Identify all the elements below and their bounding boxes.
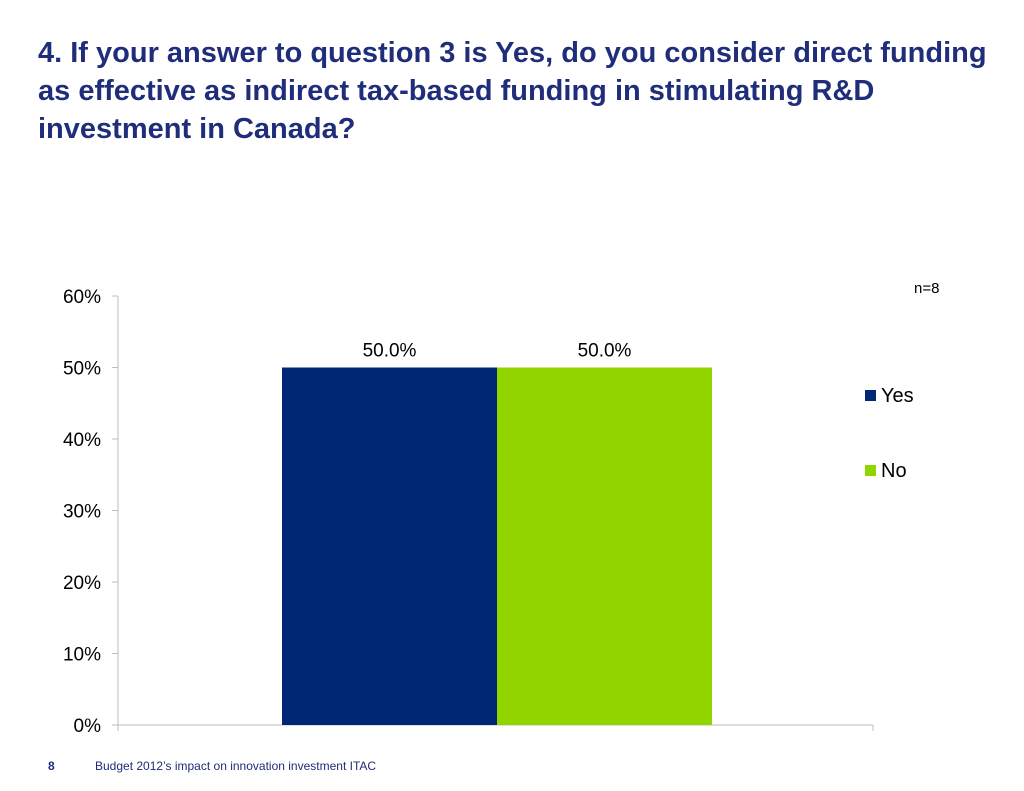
y-tick-label: 30% [63, 502, 101, 523]
sample-size-note: n=8 [914, 280, 940, 297]
legend-swatch-yes [865, 390, 876, 401]
data-label-no: 50.0% [578, 341, 632, 362]
y-tick-label: 40% [63, 430, 101, 451]
y-tick-label: 20% [63, 573, 101, 594]
y-tick-label: 10% [63, 645, 101, 666]
bar-yes [282, 367, 497, 725]
y-tick-label: 60% [63, 287, 101, 308]
page-number: 8 [48, 759, 55, 773]
data-label-yes: 50.0% [363, 341, 417, 362]
bar-no [497, 367, 712, 725]
legend-swatch-no [865, 465, 876, 476]
legend-label-yes: Yes [881, 385, 914, 407]
y-tick-label: 0% [74, 716, 102, 737]
footer-text: Budget 2012’s impact on innovation inves… [95, 759, 377, 773]
slide-title: 4. If your answer to question 3 is Yes, … [38, 37, 987, 145]
y-tick-label: 50% [63, 359, 101, 380]
legend-label-no: No [881, 460, 907, 482]
